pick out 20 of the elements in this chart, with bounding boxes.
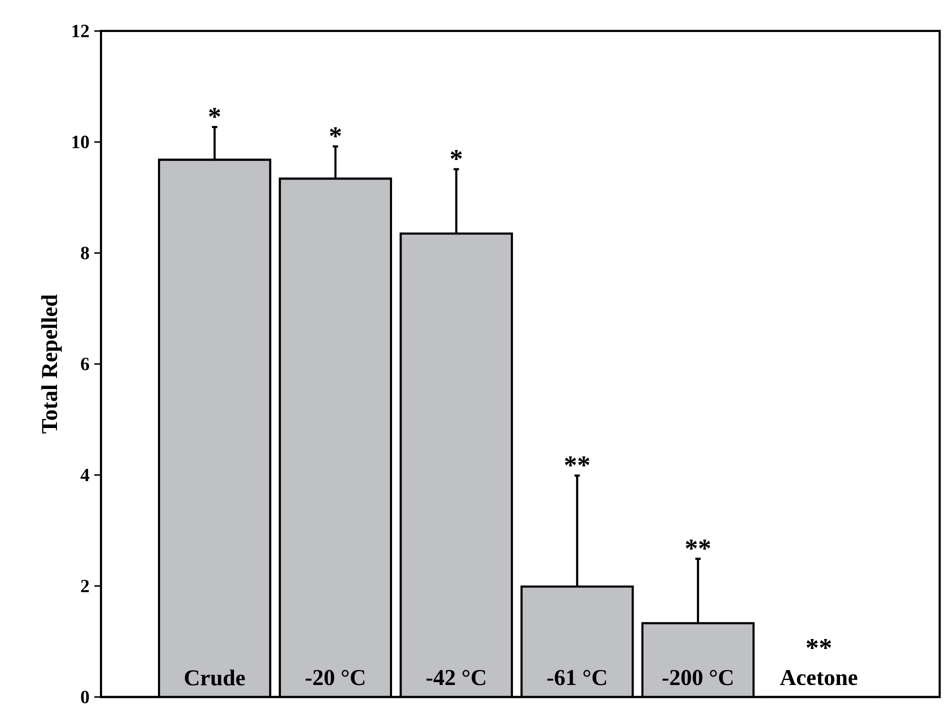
x-tick-label: -200 °C bbox=[662, 670, 733, 686]
y-tick-label: 6 bbox=[80, 358, 90, 370]
x-tick-label: -61 °C bbox=[547, 670, 606, 686]
y-axis-title: Total Repelled bbox=[41, 294, 62, 434]
annotation: ** bbox=[806, 638, 832, 650]
annotation: * bbox=[209, 108, 220, 118]
annotation: ** bbox=[686, 540, 710, 550]
y-tick-label: 0 bbox=[81, 690, 89, 704]
y-tick-label: 2 bbox=[81, 580, 89, 592]
x-tick-label: Acetone bbox=[780, 670, 858, 686]
x-tick-label: Crude bbox=[184, 670, 245, 686]
x-tick-label: -20 °C bbox=[306, 670, 364, 686]
y-tick-label: 10 bbox=[72, 136, 89, 148]
annotation: * bbox=[330, 127, 342, 138]
y-tick-label: 8 bbox=[80, 246, 90, 260]
annotation: ** bbox=[564, 456, 590, 466]
annotation: * bbox=[450, 150, 462, 160]
y-tick-label: 12 bbox=[72, 24, 89, 38]
y-tick-label: 4 bbox=[80, 468, 90, 482]
x-tick-label: -42 °C bbox=[426, 670, 486, 686]
